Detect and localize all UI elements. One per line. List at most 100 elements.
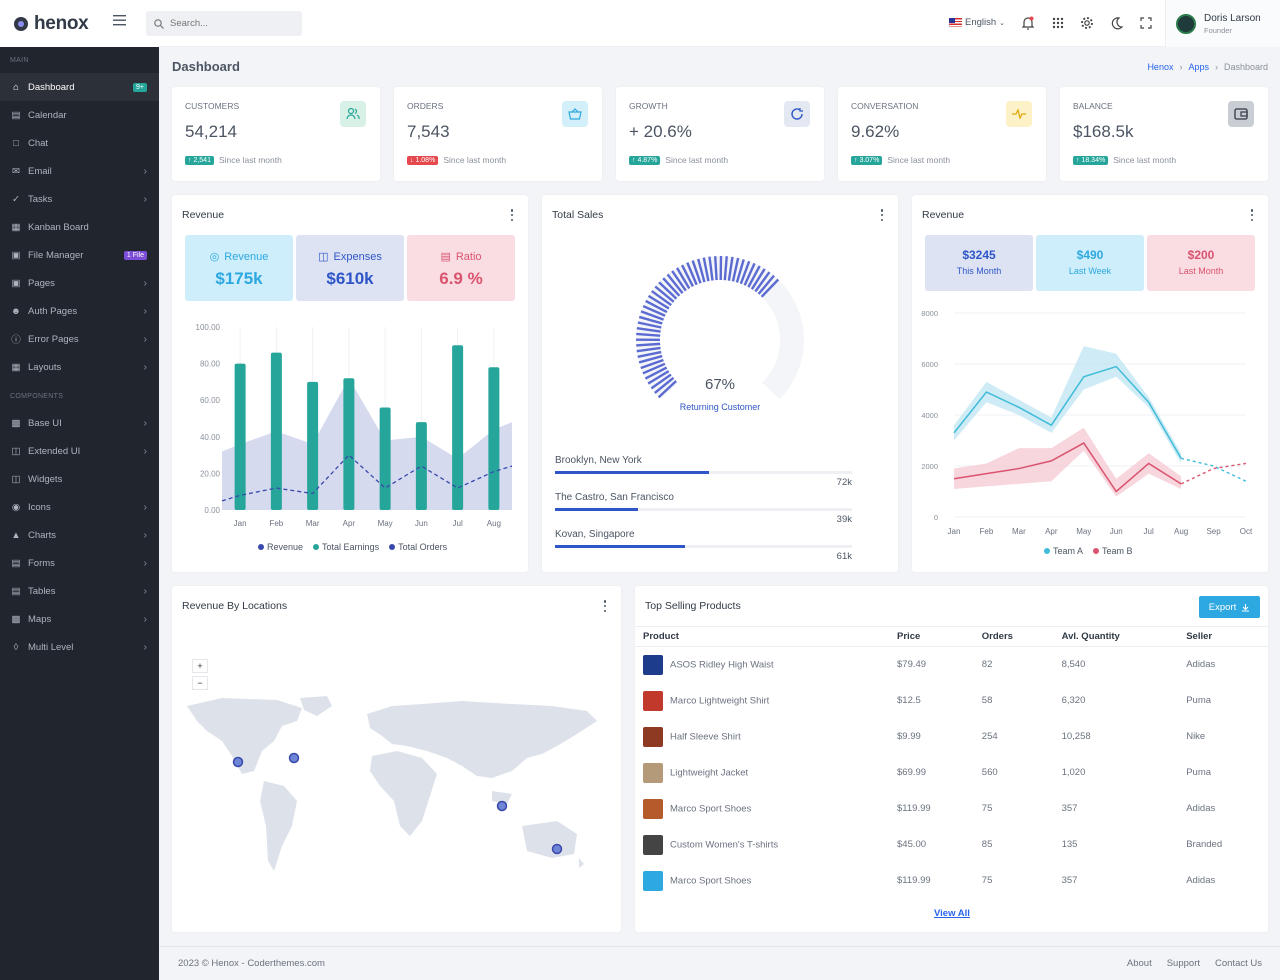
search-input[interactable] [170,18,290,29]
gauge-tick [691,260,702,284]
x-tick-label: Mar [1012,527,1026,536]
table-cell: Half Sleeve Shirt [635,719,889,755]
gauge-tick [642,362,666,375]
x-tick-label: Jun [415,519,428,528]
zoom-out-button[interactable]: − [192,676,208,690]
users-icon [340,101,366,127]
table-cell: 357 [1061,803,1078,814]
column-header[interactable]: Seller [1178,626,1268,647]
earnings-bar[interactable] [307,381,319,510]
column-header[interactable]: Orders [973,626,1054,647]
sidebar-item-multi-level[interactable]: ◊ Multi Level › [0,633,159,661]
fullscreen-button[interactable] [1138,15,1154,31]
sidebar-item-charts[interactable]: ▲ Charts › [0,521,159,549]
sidebar-item-icons[interactable]: ◉ Icons › [0,493,159,521]
apps-button[interactable] [1050,15,1066,31]
last-month-label: Last Month [1178,266,1224,276]
table-row[interactable]: Half Sleeve Shirt $9.99 254 10,258 Nike [635,719,1268,755]
earnings-bar[interactable] [234,363,246,510]
sidebar-item-extended-ui[interactable]: ◫ Extended UI › [0,437,159,465]
more-options-icon[interactable] [1250,209,1254,221]
revenue-teams-card: Revenue $3245 This Month $490 Last Week … [912,195,1268,572]
sidebar-item-layouts[interactable]: ▦ Layouts › [0,353,159,381]
view-all-link[interactable]: View All [934,908,970,919]
gauge-tick [743,262,756,286]
footer-contact-link[interactable]: Contact Us [1215,958,1262,969]
earnings-bar[interactable] [488,367,500,510]
earnings-bar[interactable] [343,378,355,510]
table-row[interactable]: Marco Sport Shoes $119.99 75 357 Adidas [635,863,1268,899]
stat-label: GROWTH [629,101,668,111]
table-row[interactable]: Marco Lightweight Shirt $12.5 58 6,320 Puma [635,683,1268,719]
sidebar-item-email[interactable]: ✉ Email › [0,157,159,185]
table-cell: 254 [981,731,998,742]
location-marker[interactable] [288,752,300,764]
forecast-line [1180,457,1247,482]
sidebar-item-auth-pages[interactable]: ☻ Auth Pages › [0,297,159,325]
earnings-bar[interactable] [452,345,464,510]
table-row[interactable]: Lightweight Jacket $69.99 560 1,020 Puma [635,755,1268,791]
earnings-bar[interactable] [415,422,427,510]
legend-item[interactable]: Total Earnings [313,542,379,552]
series-line[interactable] [953,365,1182,459]
export-label: Export [1208,601,1237,613]
sidebar-item-pages[interactable]: ▣ Pages › [0,269,159,297]
location-marker[interactable] [496,800,508,812]
sidebar-item-kanban-board[interactable]: ▦ Kanban Board [0,213,159,241]
series-line[interactable] [953,442,1182,493]
legend-item[interactable]: Team B [1093,546,1133,556]
breadcrumb-apps[interactable]: Apps [1188,62,1209,72]
column-header[interactable]: Price [889,626,974,647]
legend-item[interactable]: Revenue [258,542,303,552]
legend-item[interactable]: Team A [1044,546,1083,556]
notifications-button[interactable] [1020,15,1036,31]
sidebar-item-widgets[interactable]: ◫ Widgets [0,465,159,493]
settings-button[interactable] [1079,15,1095,31]
column-header[interactable]: Avl. Quantity [1053,626,1179,647]
sidebar-item-tables[interactable]: ▤ Tables › [0,577,159,605]
gauge-tick [654,376,675,394]
sidebar-item-maps[interactable]: ▩ Maps › [0,605,159,633]
footer-support-link[interactable]: Support [1166,958,1200,969]
user-menu[interactable]: Doris Larson Founder [1165,0,1280,47]
earnings-bar[interactable] [379,407,391,510]
footer-about-link[interactable]: About [1126,958,1152,969]
gauge-tick [739,260,751,285]
sidebar-item-tasks[interactable]: ✓ Tasks › [0,185,159,213]
brand-logo[interactable]: henox [0,0,159,47]
sidebar-item-file-manager[interactable]: ▣ File Manager 1 File [0,241,159,269]
language-selector[interactable]: English ⌄ [949,17,1005,28]
sidebar-item-chat[interactable]: □ Chat [0,129,159,157]
sidebar-item-base-ui[interactable]: ▩ Base UI › [0,409,159,437]
table-cell: $12.5 [897,695,921,706]
sidebar-item-label: Email [28,165,52,177]
gauge-tick [651,290,672,307]
more-options-icon[interactable] [880,209,884,221]
breadcrumb-henox[interactable]: Henox [1147,62,1174,72]
forecast-line [1180,462,1247,485]
export-button[interactable]: Export [1199,596,1260,618]
more-options-icon[interactable] [603,600,607,612]
table-row[interactable]: Custom Women's T-shirts $45.00 85 135 Brande… [635,827,1268,863]
column-header[interactable]: Product [635,626,890,647]
sidebar-item-error-pages[interactable]: ⓘ Error Pages › [0,325,159,353]
table-row[interactable]: Marco Sport Shoes $119.99 75 357 Adidas [635,791,1268,827]
revenue-chart-legend: Revenue Total Earnings Total Orders [258,542,447,552]
sidebar-item-forms[interactable]: ▤ Forms › [0,549,159,577]
location-marker[interactable] [232,756,244,768]
theme-toggle-button[interactable] [1108,15,1124,31]
menu-toggle-button[interactable] [113,14,127,27]
sidebar-item-dashboard[interactable]: ⌂ Dashboard 9+ [0,73,159,101]
world-map[interactable] [182,696,612,886]
revenue-box-value: $175k [215,269,263,288]
legend-item[interactable]: Total Orders [389,542,447,552]
sidebar: henox MAIN ⌂ Dashboard 9+ ▤ Calendar □ Chat ✉ Em… [0,0,159,980]
sidebar-item-calendar[interactable]: ▤ Calendar [0,101,159,129]
gauge-tick [638,315,663,325]
stat-change: ↑ 4.87% Since last month [629,155,728,165]
more-options-icon[interactable] [510,209,514,221]
location-marker[interactable] [551,843,563,855]
earnings-bar[interactable] [270,352,282,510]
zoom-in-button[interactable]: + [192,659,208,673]
table-row[interactable]: ASOS Ridley High Waist $79.49 82 8,540 Adida… [635,647,1268,683]
